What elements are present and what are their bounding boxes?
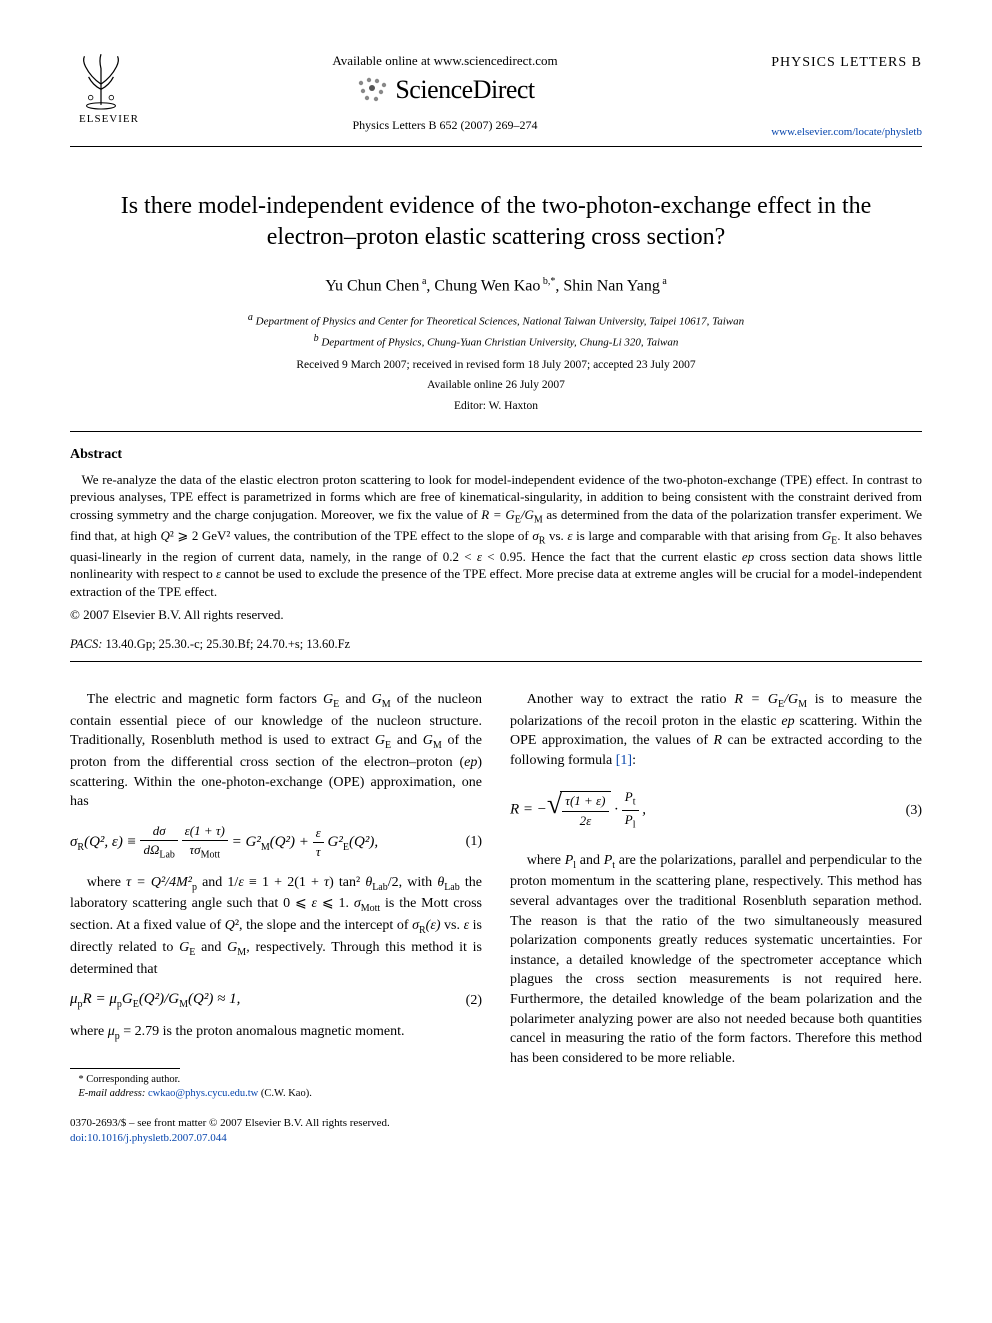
abstract-bottom-rule <box>70 661 922 662</box>
left-p1: The electric and magnetic form factors G… <box>70 690 482 812</box>
elsevier-tree-icon <box>70 48 132 110</box>
left-p2: where τ = Q²/4M²p and 1/ε ≡ 1 + 2(1 + τ)… <box>70 873 482 980</box>
journal-name: PHYSICS LETTERS B <box>742 54 922 73</box>
journal-reference: Physics Letters B 652 (2007) 269–274 <box>148 117 742 133</box>
right-column: Another way to extract the ratio R = GE/… <box>510 690 922 1101</box>
doi-link[interactable]: doi:10.1016/j.physletb.2007.07.044 <box>70 1132 227 1144</box>
available-online-text: Available online at www.sciencedirect.co… <box>148 52 742 70</box>
author-3: Shin Nan Yang <box>563 277 659 294</box>
page-footer: 0370-2693/$ – see front matter © 2007 El… <box>70 1116 922 1146</box>
author-2: Chung Wen Kao <box>434 277 540 294</box>
publisher-name: ELSEVIER <box>70 112 148 127</box>
affiliation-a: a Department of Physics and Center for T… <box>70 311 922 330</box>
footnote-rule <box>70 1068 180 1069</box>
page-header: ELSEVIER Available online at www.science… <box>70 48 922 142</box>
affiliation-b: b Department of Physics, Chung-Yuan Chri… <box>70 332 922 351</box>
equation-2: μpR = μpGE(Q²)/GM(Q²) ≈ 1, (2) <box>70 989 482 1012</box>
equation-3: R = −√τ(1 + ε)2ε · PtPl , (3) <box>510 788 922 832</box>
article-dates: Received 9 March 2007; received in revis… <box>70 358 922 374</box>
eq2-number: (2) <box>466 991 482 1011</box>
publisher-logo: ELSEVIER <box>70 48 148 127</box>
abstract-heading: Abstract <box>70 446 922 465</box>
abstract-text: We re-analyze the data of the elastic el… <box>70 471 922 601</box>
affiliation-a-text: Department of Physics and Center for The… <box>256 316 744 328</box>
available-online-date: Available online 26 July 2007 <box>70 378 922 394</box>
header-right: PHYSICS LETTERS B www.elsevier.com/locat… <box>742 48 922 142</box>
eq1-number: (1) <box>466 832 482 852</box>
journal-url-link[interactable]: www.elsevier.com/locate/physletb <box>771 126 922 138</box>
right-p1: Another way to extract the ratio R = GE/… <box>510 690 922 771</box>
pacs-codes: 13.40.Gp; 25.30.-c; 25.30.Bf; 24.70.+s; … <box>106 637 351 651</box>
email-link[interactable]: cwkao@phys.cycu.edu.tw <box>148 1088 258 1099</box>
eq2-content: μpR = μpGE(Q²)/GM(Q²) ≈ 1, <box>70 989 456 1012</box>
left-p3: where μp = 2.79 is the proton anomalous … <box>70 1022 482 1044</box>
author-3-aff: a <box>660 276 667 287</box>
abstract-top-rule <box>70 431 922 432</box>
platform-name: ScienceDirect <box>395 72 534 107</box>
corresponding-author: * Corresponding author. <box>70 1073 482 1087</box>
author-1-aff: a <box>419 276 426 287</box>
affiliation-b-text: Department of Physics, Chung-Yuan Christ… <box>321 336 678 348</box>
left-column: The electric and magnetic form factors G… <box>70 690 482 1101</box>
right-p2: where Pl and Pt are the polarizations, p… <box>510 851 922 1069</box>
pacs-label: PACS: <box>70 637 102 651</box>
article-title: Is there model-independent evidence of t… <box>110 191 882 253</box>
pacs-line: PACS: 13.40.Gp; 25.30.-c; 25.30.Bf; 24.7… <box>70 636 922 653</box>
doi-line: doi:10.1016/j.physletb.2007.07.044 <box>70 1131 922 1146</box>
header-center: Available online at www.sciencedirect.co… <box>148 48 742 133</box>
eq3-number: (3) <box>906 801 922 821</box>
email-name: (C.W. Kao). <box>261 1088 312 1099</box>
copyright-line: © 2007 Elsevier B.V. All rights reserved… <box>70 606 922 624</box>
sciencedirect-dots-icon <box>355 75 389 103</box>
front-matter-line: 0370-2693/$ – see front matter © 2007 El… <box>70 1116 922 1131</box>
sciencedirect-logo: ScienceDirect <box>355 72 534 107</box>
editor-line: Editor: W. Haxton <box>70 399 922 415</box>
email-footnote: E-mail address: cwkao@phys.cycu.edu.tw (… <box>70 1087 482 1101</box>
ref-1-link[interactable]: [1] <box>616 753 632 768</box>
equation-1: σR(Q², ε) ≡ dσdΩLab ε(1 + τ)τσMott = G²M… <box>70 822 482 863</box>
author-2-aff: b,* <box>540 276 555 287</box>
header-rule <box>70 146 922 147</box>
body-columns: The electric and magnetic form factors G… <box>70 690 922 1101</box>
author-1: Yu Chun Chen <box>325 277 419 294</box>
author-list: Yu Chun Chen a, Chung Wen Kao b,*, Shin … <box>70 275 922 297</box>
email-label: E-mail address: <box>78 1088 145 1099</box>
